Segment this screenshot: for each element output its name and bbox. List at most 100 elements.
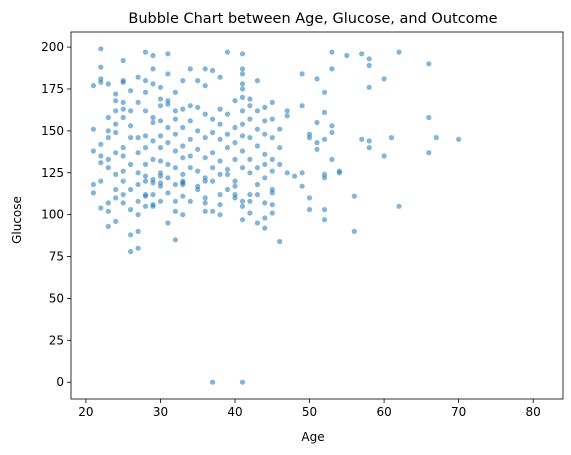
data-point bbox=[120, 106, 126, 112]
data-point bbox=[90, 126, 96, 132]
data-point bbox=[269, 156, 275, 162]
data-point bbox=[210, 379, 216, 385]
data-point bbox=[150, 66, 156, 72]
data-point bbox=[239, 108, 246, 114]
data-point bbox=[262, 200, 268, 206]
data-point bbox=[314, 119, 320, 126]
data-point bbox=[157, 198, 164, 204]
data-point bbox=[314, 146, 320, 152]
data-point bbox=[165, 124, 171, 131]
x-tick-label: 70 bbox=[451, 405, 466, 419]
data-point bbox=[98, 205, 104, 211]
data-point bbox=[105, 165, 111, 171]
data-point bbox=[232, 192, 238, 198]
y-tick-label: 0 bbox=[56, 375, 64, 389]
data-point bbox=[388, 135, 395, 141]
data-point bbox=[113, 218, 119, 224]
data-point bbox=[359, 136, 365, 142]
data-point bbox=[135, 245, 141, 251]
data-point bbox=[157, 96, 164, 102]
data-point bbox=[120, 178, 126, 184]
data-point bbox=[157, 173, 164, 179]
data-point bbox=[172, 131, 178, 137]
data-point bbox=[277, 238, 283, 245]
data-point bbox=[113, 108, 119, 114]
data-point bbox=[142, 193, 149, 199]
data-point bbox=[105, 135, 111, 141]
data-point bbox=[165, 175, 171, 181]
data-point bbox=[105, 81, 111, 87]
data-point bbox=[269, 202, 275, 208]
data-point bbox=[269, 116, 275, 122]
data-point bbox=[366, 84, 372, 90]
data-point bbox=[180, 106, 186, 112]
data-point bbox=[195, 183, 201, 189]
data-point bbox=[135, 99, 141, 105]
data-point bbox=[224, 171, 231, 177]
y-tick-label: 150 bbox=[41, 124, 64, 138]
data-point bbox=[426, 61, 432, 67]
data-point bbox=[165, 220, 171, 226]
data-point bbox=[202, 66, 208, 72]
data-point bbox=[90, 83, 96, 89]
data-point bbox=[98, 76, 104, 82]
data-point bbox=[247, 103, 253, 109]
y-tick-label: 75 bbox=[49, 250, 64, 264]
data-point bbox=[135, 150, 141, 156]
data-point bbox=[224, 145, 231, 151]
data-point bbox=[344, 52, 350, 59]
data-point bbox=[202, 200, 208, 206]
data-point bbox=[150, 138, 156, 144]
data-point bbox=[128, 88, 134, 94]
data-point bbox=[135, 135, 141, 141]
data-point bbox=[180, 171, 186, 177]
data-point bbox=[247, 198, 253, 204]
data-point bbox=[150, 156, 156, 162]
data-point bbox=[165, 71, 171, 77]
data-point bbox=[262, 225, 268, 231]
data-point bbox=[120, 145, 126, 151]
data-point bbox=[165, 140, 171, 146]
data-point bbox=[150, 114, 156, 121]
data-point bbox=[180, 212, 186, 218]
data-point bbox=[210, 150, 216, 156]
data-point bbox=[90, 181, 96, 188]
data-point bbox=[157, 84, 164, 90]
data-point bbox=[247, 192, 253, 198]
data-point bbox=[105, 156, 111, 162]
data-point bbox=[224, 111, 231, 117]
data-point bbox=[433, 135, 439, 141]
data-point bbox=[195, 146, 201, 152]
data-point bbox=[120, 114, 126, 121]
data-point bbox=[135, 181, 141, 188]
data-point bbox=[217, 212, 223, 218]
data-point bbox=[180, 78, 186, 84]
data-point bbox=[239, 148, 246, 154]
data-point bbox=[135, 170, 141, 176]
data-point bbox=[135, 198, 141, 204]
data-point bbox=[299, 183, 305, 189]
data-point bbox=[247, 116, 253, 122]
data-point bbox=[217, 121, 223, 127]
data-point bbox=[269, 99, 275, 105]
data-point bbox=[157, 183, 164, 189]
data-point bbox=[113, 98, 119, 104]
data-point bbox=[113, 171, 119, 177]
data-point bbox=[262, 175, 268, 181]
data-point bbox=[247, 210, 253, 216]
data-point bbox=[165, 190, 171, 196]
y-tick-label: 200 bbox=[41, 40, 64, 54]
data-point bbox=[239, 71, 246, 77]
data-point bbox=[142, 89, 149, 95]
data-point bbox=[157, 158, 164, 164]
data-point bbox=[239, 379, 246, 385]
data-point bbox=[217, 192, 223, 198]
data-points bbox=[90, 46, 462, 385]
data-point bbox=[284, 108, 290, 114]
x-tick-label: 40 bbox=[227, 405, 242, 419]
data-point bbox=[195, 78, 201, 84]
data-point bbox=[262, 104, 268, 110]
data-point bbox=[217, 171, 223, 177]
data-point bbox=[366, 145, 372, 151]
